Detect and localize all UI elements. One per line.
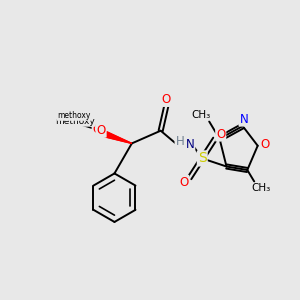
Text: O: O <box>162 93 171 106</box>
Text: N: N <box>239 113 248 126</box>
Text: O: O <box>179 176 188 189</box>
Text: O: O <box>92 123 102 136</box>
Text: methoxy: methoxy <box>55 117 95 126</box>
Polygon shape <box>105 132 132 143</box>
Text: N: N <box>186 138 194 151</box>
Text: O: O <box>260 138 269 151</box>
Text: O: O <box>216 128 225 141</box>
Text: O: O <box>97 124 106 137</box>
Text: CH₃: CH₃ <box>191 110 211 119</box>
Text: methoxy: methoxy <box>57 111 91 120</box>
Text: S: S <box>198 152 207 165</box>
Polygon shape <box>101 130 132 143</box>
Text: CH₃: CH₃ <box>251 184 271 194</box>
Text: H: H <box>176 135 184 148</box>
